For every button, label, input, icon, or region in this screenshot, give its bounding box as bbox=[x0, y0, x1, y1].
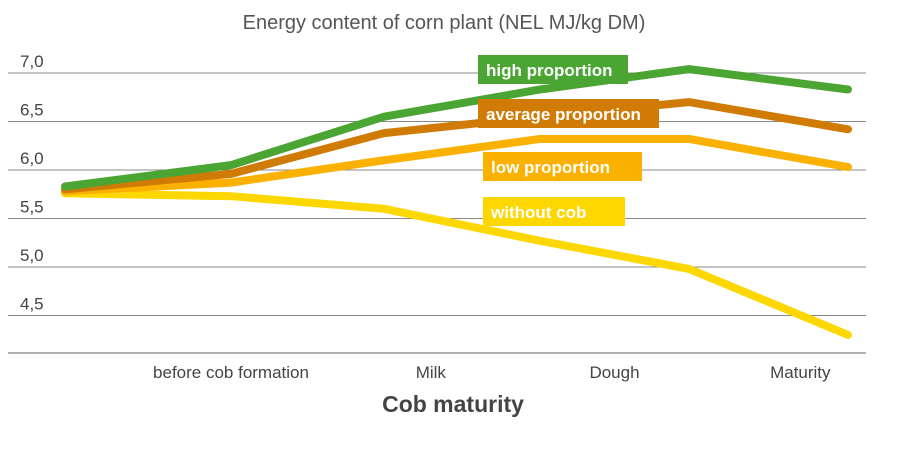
chart-title: Energy content of corn plant (NEL MJ/kg … bbox=[243, 12, 646, 34]
x-tick-label: Maturity bbox=[770, 363, 831, 382]
x-tick-label: Dough bbox=[589, 363, 639, 382]
x-axis-label: Cob maturity bbox=[382, 391, 524, 417]
y-tick-label: 5,5 bbox=[20, 198, 44, 217]
series-line-average-proportion bbox=[61, 98, 852, 194]
y-axis-ticks: 7,0 6,5 6,0 5,5 5,0 4,5 bbox=[20, 52, 44, 314]
legend-swatch bbox=[483, 152, 642, 181]
series-line-high-proportion bbox=[61, 65, 852, 191]
y-tick-label: 5,0 bbox=[20, 246, 44, 265]
series-line-low-proportion bbox=[61, 134, 852, 196]
x-tick-label: before cob formation bbox=[153, 363, 309, 382]
legend-label: average proportion bbox=[486, 105, 641, 124]
series-lines bbox=[61, 65, 852, 339]
y-tick-label: 6,0 bbox=[20, 149, 44, 168]
y-tick-label: 7,0 bbox=[20, 52, 44, 71]
legend-label: high proportion bbox=[486, 61, 613, 80]
legend-swatch bbox=[478, 99, 659, 128]
x-tick-label: Milk bbox=[416, 363, 447, 382]
x-axis-ticks: before cob formation Milk Dough Maturity bbox=[153, 363, 831, 382]
legend-label: low proportion bbox=[491, 158, 610, 177]
legend: without cob low proportion average proport… bbox=[478, 55, 659, 226]
y-tick-label: 6,5 bbox=[20, 101, 44, 120]
legend-swatch bbox=[478, 55, 628, 84]
y-tick-label: 4,5 bbox=[20, 295, 44, 314]
series-line-without-cob bbox=[61, 189, 852, 339]
legend-swatch bbox=[483, 197, 625, 226]
legend-label: without cob bbox=[490, 203, 586, 222]
